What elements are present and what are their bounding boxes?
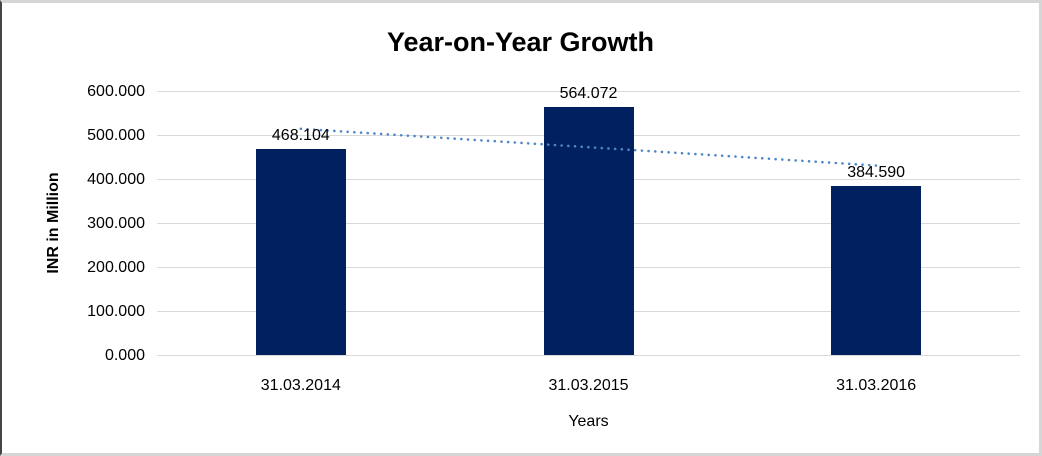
y-tick-label: 600.000 xyxy=(87,83,145,100)
y-tick-label: 100.000 xyxy=(87,303,145,320)
gridline xyxy=(157,355,1020,356)
x-tick-label: 31.03.2014 xyxy=(260,377,341,394)
gridline xyxy=(157,91,1020,92)
trendline-path xyxy=(299,127,878,167)
y-tick-label: 400.000 xyxy=(87,171,145,188)
x-tick-label: 31.03.2016 xyxy=(836,377,917,394)
y-tick-label: 500.000 xyxy=(87,127,145,144)
y-tick-label: 0.000 xyxy=(104,347,145,364)
bar-31.03.2014 xyxy=(255,149,346,355)
trendline xyxy=(299,127,878,167)
data-label: 468.104 xyxy=(271,127,330,145)
x-axis-title: Years xyxy=(568,413,609,430)
plot-area xyxy=(157,91,1020,356)
y-tick-label: 200.000 xyxy=(87,259,145,276)
data-label: 384.590 xyxy=(847,163,906,181)
data-label: 564.072 xyxy=(559,84,618,102)
chart-title: Year-on-Year Growth xyxy=(386,27,655,57)
x-tick-label: 31.03.2015 xyxy=(548,377,629,394)
y-tick-label: 300.000 xyxy=(87,215,145,232)
bar-31.03.2016 xyxy=(831,185,922,355)
